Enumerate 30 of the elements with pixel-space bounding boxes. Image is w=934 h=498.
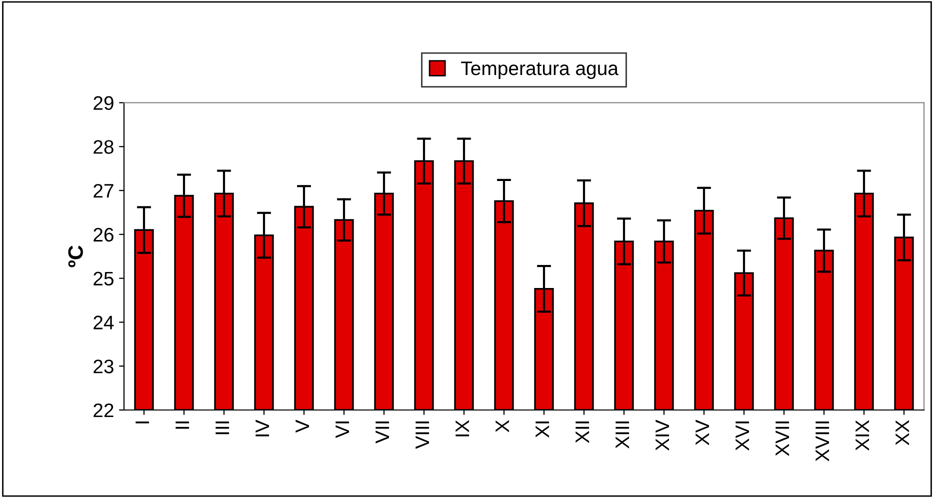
x-tick-label: XVI	[736, 422, 750, 451]
x-tick-label: XIX	[856, 420, 870, 451]
x-tick-label: I	[136, 422, 150, 424]
y-tick-label: 24	[94, 316, 114, 330]
x-tick-label: VI	[336, 422, 350, 438]
y-tick-label: 28	[94, 140, 114, 154]
y-tick-label: 29	[94, 96, 114, 110]
x-tick-label: II	[176, 422, 190, 429]
x-tick-label: IV	[256, 420, 270, 436]
x-tick-label: V	[296, 420, 310, 433]
x-tick-label: XVII	[776, 422, 790, 456]
x-tick-label: XVIII	[816, 422, 830, 462]
y-tick-label: 26	[94, 228, 114, 242]
y-tick-label: 22	[94, 403, 114, 418]
x-tick-label: XIII	[616, 422, 630, 448]
x-tick-label: XX	[896, 420, 910, 446]
x-tick-label: X	[496, 420, 510, 432]
x-tick-label: XIV	[656, 420, 670, 451]
x-tick-label: VII	[376, 422, 390, 444]
y-tick-label: 27	[94, 184, 114, 198]
x-tick-label: XII	[576, 422, 590, 444]
x-tick-label: IX	[456, 420, 470, 436]
y-tick-label: 25	[94, 272, 114, 286]
x-tick-label: XV	[696, 420, 710, 446]
x-tick-label: XI	[536, 422, 550, 438]
x-tick-label: VIII	[416, 422, 430, 449]
y-axis-title: ºC	[68, 246, 83, 268]
x-tick-label: III	[216, 422, 230, 434]
y-tick-label: 23	[94, 360, 114, 374]
legend-label: Temperatura agua	[461, 62, 618, 80]
